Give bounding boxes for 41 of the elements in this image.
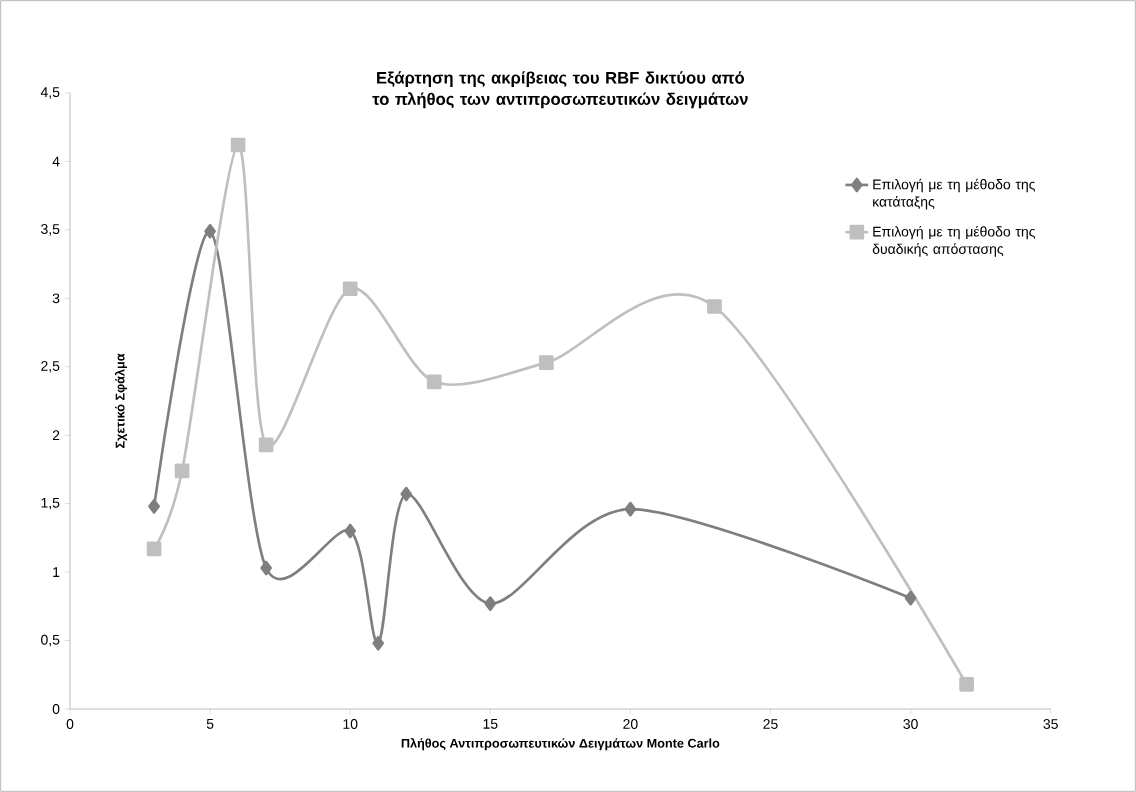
point [707,299,722,314]
y-tick-label: 2,5 [41,360,60,373]
point [260,560,272,576]
legend-label: Επιλογή με τη μέθοδο της κατάταξης [873,178,1036,210]
y-tick-label: 4,5 [40,87,60,99]
y-tick-label: 0,5 [41,634,60,647]
y-tick-label: 1 [53,567,60,577]
x-tick-label: 15 [483,719,498,729]
x-tick-label: 35 [1043,719,1058,729]
y-tick-label: 4 [52,156,60,167]
x-tick-label: 20 [623,719,638,729]
point [174,463,190,479]
y-tick-label: 1,5 [41,497,60,510]
point [146,541,162,557]
point [484,596,497,611]
legend-label: Επιλογή με τη μέθοδο της δυαδικής απόστασης [872,225,1036,257]
point [342,281,358,297]
y-tick-label: 0 [52,704,60,714]
y-tick-label: 2 [52,430,60,441]
point [426,374,442,390]
point [204,223,216,239]
x-tick-label: 25 [763,719,778,729]
point [148,499,160,514]
x-tick-label: 5 [206,719,214,729]
point [624,501,637,517]
point [230,137,246,153]
point [372,635,385,651]
chart-title: Εξάρτηση της ακρίβειας του RBF δικτύου από το πλήθος των αντιπροσωπευτικών δειγμάτων [372,71,748,109]
point [344,523,357,539]
x-tick-label: 10 [343,719,358,729]
x-tick-label: 30 [903,719,918,729]
y-axis-title: Σχετικό Σφάλμα [114,353,128,448]
point [258,437,274,453]
point [400,486,413,502]
x-tick-label: 0 [66,719,74,729]
point [959,677,974,692]
x-axis-title: Πλήθος Αντιπροσωπευτικών Δειγμάτων Monte Carlo [401,738,720,751]
point [904,590,917,606]
point [538,355,554,370]
y-tick-label: 3,5 [41,224,60,236]
y-tick-label: 3 [52,293,60,304]
